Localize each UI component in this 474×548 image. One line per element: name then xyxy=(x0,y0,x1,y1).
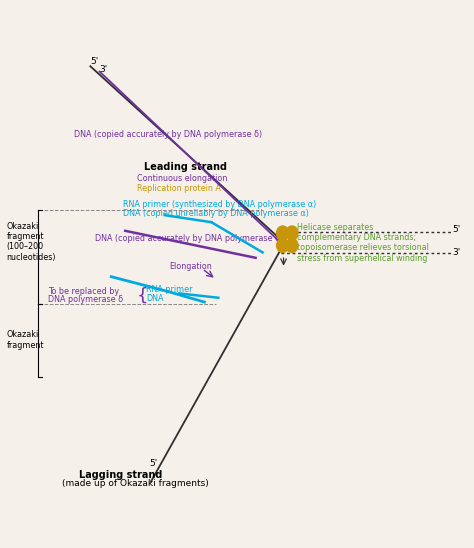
Text: (made up of Okazaki fragments): (made up of Okazaki fragments) xyxy=(63,479,209,488)
Text: DNA: DNA xyxy=(146,294,164,303)
Text: Continuous elongation: Continuous elongation xyxy=(137,174,227,183)
Text: Okazaki
fragment: Okazaki fragment xyxy=(7,330,44,350)
Text: Replication protein A: Replication protein A xyxy=(137,184,221,193)
Circle shape xyxy=(286,226,298,240)
Text: 5': 5' xyxy=(149,459,158,469)
Text: RNA primer (synthesized by DNA polymerase α): RNA primer (synthesized by DNA polymeras… xyxy=(123,201,316,209)
Text: 3': 3' xyxy=(452,248,460,257)
Text: 5': 5' xyxy=(452,225,460,233)
Text: DNA (copied accurately by DNA polymerase δ): DNA (copied accurately by DNA polymerase… xyxy=(95,234,283,243)
Text: DNA polymerase δ: DNA polymerase δ xyxy=(48,295,124,304)
Text: 3': 3' xyxy=(100,65,108,74)
Circle shape xyxy=(277,238,289,253)
Text: Okazaki
fragment
(100–200
nucleotides): Okazaki fragment (100–200 nucleotides) xyxy=(7,221,56,262)
Text: DNA (copied unreliably by DNA polymerase α): DNA (copied unreliably by DNA polymerase… xyxy=(123,209,309,218)
Text: Elongation: Elongation xyxy=(170,262,212,271)
Text: Helicase separates
complementary DNA strands;
topoisomerase relieves torsional
s: Helicase separates complementary DNA str… xyxy=(297,222,428,263)
Text: DNA (copied accurately by DNA polymerase δ): DNA (copied accurately by DNA polymerase… xyxy=(74,130,262,139)
Text: {: { xyxy=(137,287,148,305)
Text: 5': 5' xyxy=(91,58,99,66)
Circle shape xyxy=(277,226,289,240)
Circle shape xyxy=(286,238,298,253)
Text: Lagging strand: Lagging strand xyxy=(79,470,162,480)
Text: To be replaced by: To be replaced by xyxy=(48,287,119,296)
Text: Leading strand: Leading strand xyxy=(144,162,227,172)
Text: RNA primer: RNA primer xyxy=(146,284,193,294)
